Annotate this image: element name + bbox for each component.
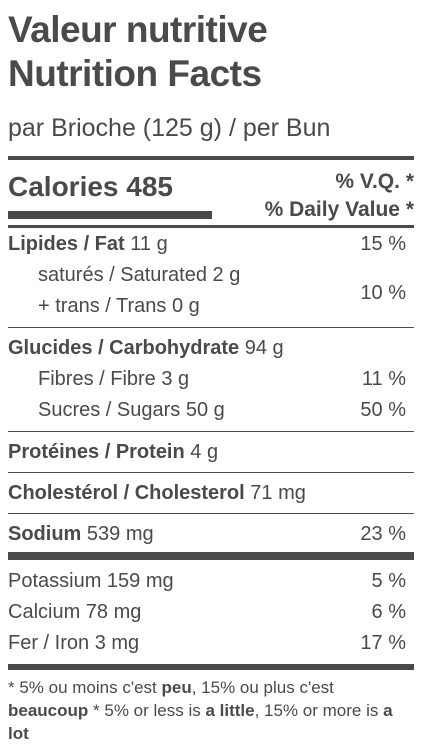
sugars-label: Sucres / Sugars 50 g bbox=[38, 399, 225, 421]
mineral-row: Potassium 159 mg 5 % bbox=[8, 568, 406, 594]
fat-amount: 11 g bbox=[130, 233, 168, 255]
fibre-row: Fibres / Fibre 3 g 11 % bbox=[38, 366, 406, 392]
carbohydrate-amount: 94 g bbox=[244, 337, 284, 359]
divider-protein bbox=[8, 472, 414, 473]
mineral-row: Fer / Iron 3 mg 17 % bbox=[8, 630, 406, 656]
sodium-dv: 23 % bbox=[360, 523, 406, 545]
fibre-dv: 11 % bbox=[361, 368, 406, 390]
footnote-text: * 5% or less is bbox=[88, 701, 206, 720]
fat-label: Lipides / Fat bbox=[8, 233, 131, 255]
saturated-label: saturés / Saturated 2 g bbox=[38, 264, 241, 286]
protein-row: Protéines / Protein 4 g bbox=[8, 439, 406, 465]
cholesterol-row: Cholestérol / Cholesterol 71 mg bbox=[8, 480, 406, 506]
dv-header-english: % Daily Value * bbox=[264, 198, 414, 221]
sodium-label: Sodium bbox=[8, 523, 87, 545]
serving-size: par Brioche (125 g) / per Bun bbox=[8, 114, 331, 142]
fibre-label: Fibres / Fibre 3 g bbox=[38, 368, 190, 390]
protein-amount: 4 g bbox=[190, 441, 219, 463]
footnote-beaucoup: beaucoup bbox=[8, 701, 89, 720]
calcium-dv: 6 % bbox=[371, 601, 406, 623]
sat-trans-dv: 10 % bbox=[360, 282, 406, 304]
trans-label: + trans / Trans 0 g bbox=[38, 295, 200, 317]
potassium-dv: 5 % bbox=[371, 570, 406, 592]
trans-row: + trans / Trans 0 g bbox=[38, 293, 406, 319]
daily-value-header: % V.Q. * % Daily Value * bbox=[265, 168, 414, 224]
title-english: Nutrition Facts bbox=[8, 53, 262, 94]
carbohydrate-label: Glucides / Carbohydrate bbox=[8, 337, 245, 359]
divider-cholesterol bbox=[8, 513, 414, 514]
sodium-row: Sodium 539 mg 23 % bbox=[8, 521, 406, 547]
cholesterol-amount: 71 mg bbox=[250, 482, 306, 504]
divider-carbs bbox=[8, 431, 414, 432]
potassium-label: Potassium 159 mg bbox=[8, 570, 174, 592]
footnote-lot: a lot bbox=[8, 701, 393, 743]
sugars-dv: 50 % bbox=[360, 399, 406, 421]
divider-top bbox=[8, 156, 414, 160]
mineral-row: Calcium 78 mg 6 % bbox=[8, 599, 406, 625]
dv-header-french: % V.Q. * bbox=[335, 170, 414, 193]
carbohydrate-row: Glucides / Carbohydrate 94 g bbox=[8, 335, 406, 361]
fat-dv: 15 % bbox=[360, 233, 406, 255]
footnote-text: , 15% ou plus c'est bbox=[191, 678, 334, 697]
footnote-text: * 5% ou moins c'est bbox=[8, 678, 162, 697]
footnote-peu: peu bbox=[161, 678, 192, 697]
protein-label: Protéines / Protein bbox=[8, 441, 191, 463]
divider-fat bbox=[8, 327, 414, 328]
sodium-amount: 539 mg bbox=[86, 523, 154, 545]
cholesterol-label: Cholestérol / Cholesterol bbox=[8, 482, 251, 504]
saturated-row: saturés / Saturated 2 g bbox=[38, 262, 406, 288]
footnote-little: a little bbox=[205, 701, 255, 720]
calories-bar bbox=[8, 211, 212, 219]
title-french: Valeur nutritive bbox=[8, 9, 268, 50]
sugars-row: Sucres / Sugars 50 g 50 % bbox=[38, 397, 406, 423]
footnote: * 5% ou moins c'est peu, 15% ou plus c'e… bbox=[8, 676, 418, 745]
divider-bottom bbox=[8, 664, 414, 670]
divider-calories bbox=[8, 225, 414, 228]
calcium-label: Calcium 78 mg bbox=[8, 601, 142, 623]
panel-title: Valeur nutritive Nutrition Facts bbox=[8, 8, 268, 96]
footnote-text: , 15% or more is bbox=[254, 701, 384, 720]
calories-label: Calories 485 bbox=[8, 171, 173, 202]
iron-label: Fer / Iron 3 mg bbox=[8, 632, 140, 654]
divider-thick bbox=[8, 552, 414, 560]
fat-row: Lipides / Fat 11 g 15 % bbox=[8, 231, 406, 257]
iron-dv: 17 % bbox=[360, 632, 406, 654]
